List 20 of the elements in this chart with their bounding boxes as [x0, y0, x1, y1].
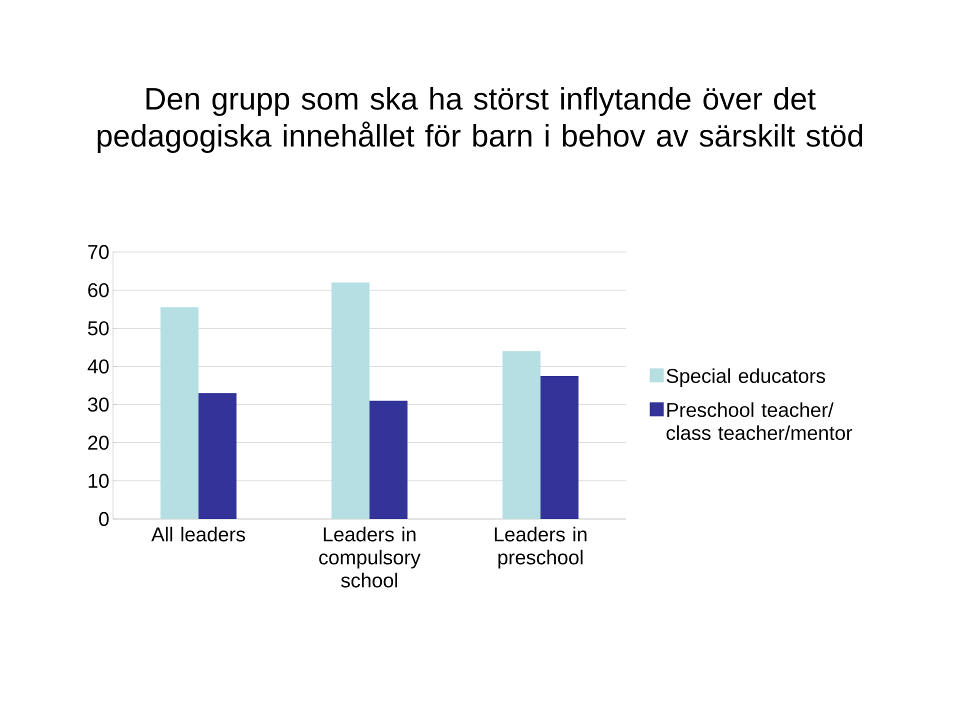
y-tick-label: 40 [88, 359, 109, 374]
legend-label: Preschool teacher/ class teacher/mentor [666, 402, 852, 440]
bar [540, 376, 579, 519]
y-tick-label: 70 [88, 244, 109, 260]
x-tick-label: All leaders [151, 526, 245, 542]
legend-label: Special educators [666, 368, 826, 387]
y-tick-label: 0 [99, 512, 109, 526]
x-tick-label: Leaders in compulsory school [319, 526, 421, 588]
y-tick-label: 20 [88, 436, 109, 450]
y-tick-label: 10 [88, 474, 109, 488]
y-tick-label: 30 [88, 397, 109, 412]
chart-title: Den grupp som ska ha störst inflytande över det pedagogiska innehållet för barn i behov av särskilt stöd [98, 87, 862, 153]
bar [502, 351, 541, 519]
y-tick-label: 60 [88, 283, 109, 298]
y-tick-label: 50 [88, 321, 109, 336]
bar [198, 393, 236, 519]
bar [332, 282, 370, 519]
bar [370, 400, 408, 519]
bar [160, 307, 199, 519]
x-tick-label: Leaders in preschool [494, 526, 586, 568]
